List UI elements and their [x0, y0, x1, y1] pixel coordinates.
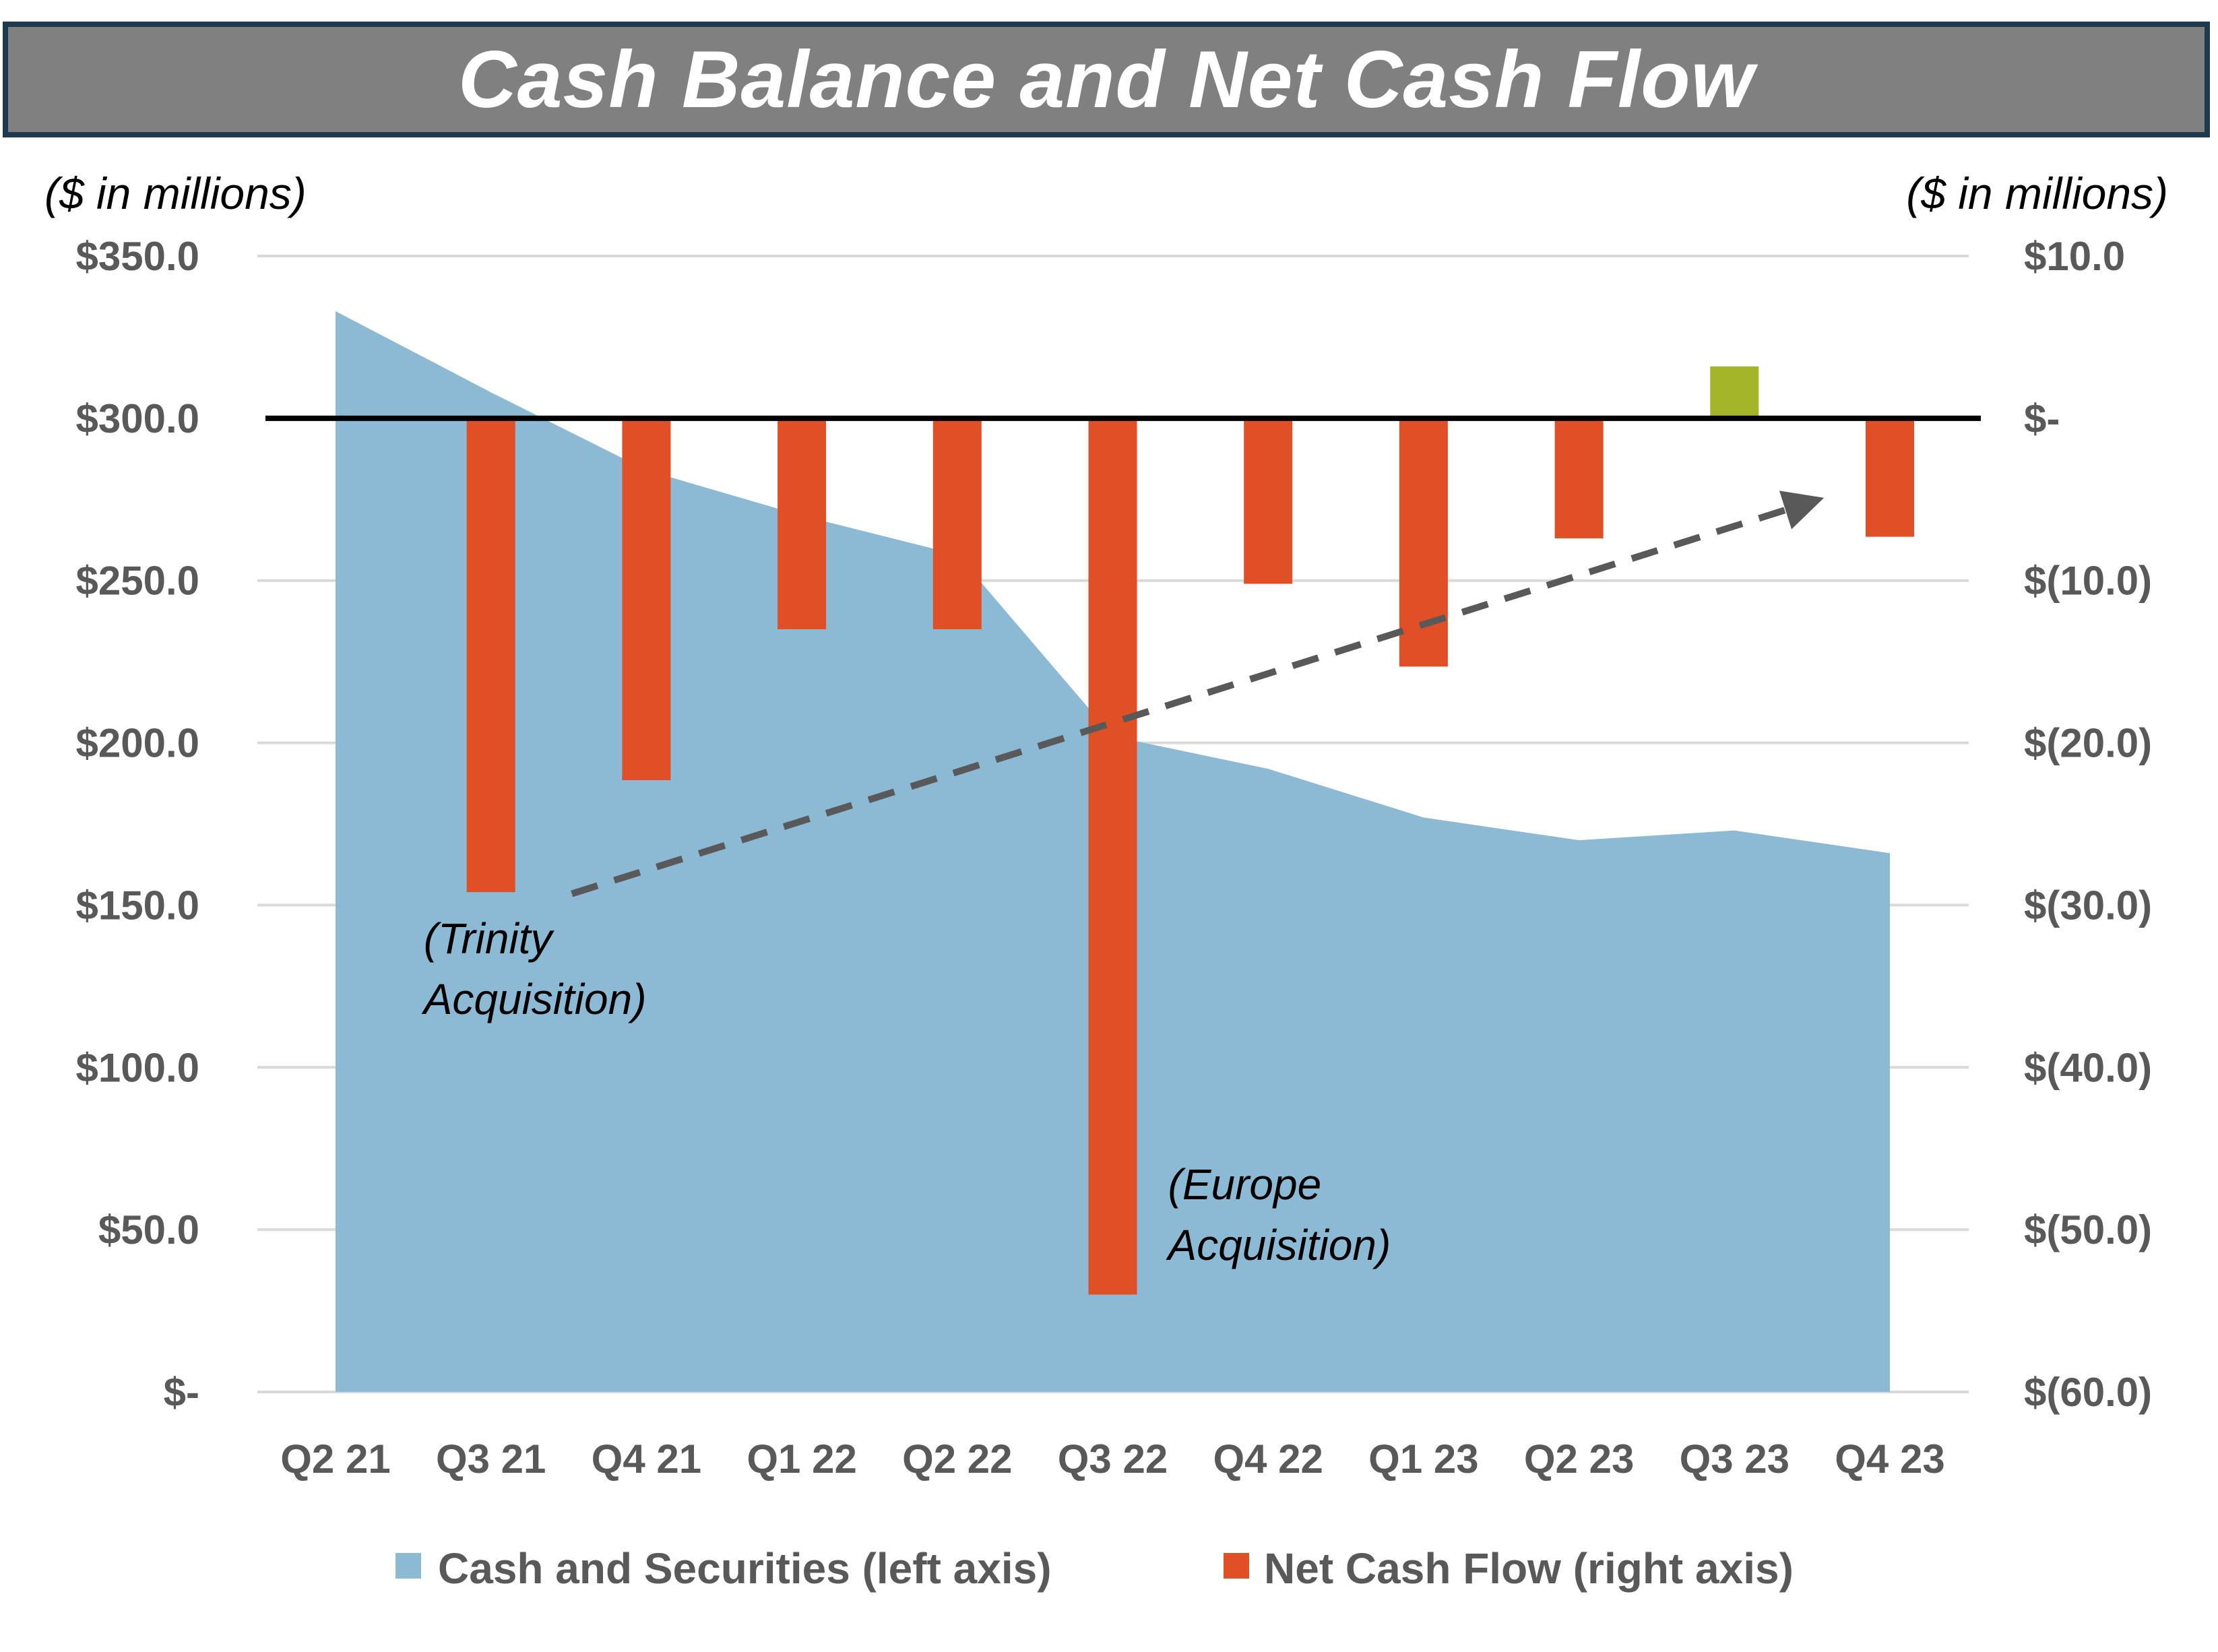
- x-axis-tick-label: Q4 23: [1835, 1436, 1944, 1482]
- right-axis-unit-label: ($ in millions): [1906, 168, 2168, 218]
- right-axis-tick-label: $(60.0): [2024, 1370, 2152, 1415]
- x-axis-tick-label: Q3 21: [436, 1436, 546, 1482]
- x-axis-tick-label: Q1 22: [747, 1436, 856, 1482]
- right-axis-tick-label: $-: [2024, 396, 2060, 441]
- annotation-text: (Trinity: [424, 914, 555, 963]
- x-axis: Q2 21 Q3 21 Q4 21 Q1 22 Q2 22 Q3 22 Q4 22 Q1 23…: [280, 1436, 1944, 1482]
- x-axis-tick-label: Q4 22: [1213, 1436, 1323, 1482]
- trend-arrow: [571, 490, 1825, 897]
- net-cash-flow-bar: [1554, 418, 1604, 539]
- x-axis-tick-label: Q3 22: [1058, 1436, 1168, 1482]
- net-cash-flow-bar: [932, 418, 982, 629]
- x-axis-tick-label: Q3 23: [1680, 1436, 1789, 1482]
- x-axis-tick-label: Q2 22: [902, 1436, 1012, 1482]
- left-axis-tick-label: $250.0: [75, 559, 199, 604]
- trend-arrow-group: [571, 490, 1825, 897]
- legend-label-bar: Net Cash Flow (right axis): [1264, 1544, 1794, 1593]
- legend-swatch-area: [395, 1553, 421, 1579]
- left-axis-tick-label: $50.0: [98, 1207, 199, 1252]
- net-cash-flow-bar: [1088, 418, 1137, 1295]
- right-axis: ($ in millions) $(60.0) $(50.0) $(40.0) $(3…: [1906, 168, 2168, 1415]
- left-axis: ($ in millions) $- $50.0 $100.0 $150.0 $200.…: [44, 168, 307, 1415]
- right-axis-tick-label: $(30.0): [2024, 883, 2152, 928]
- annotation-text: Acquisition): [1166, 1221, 1391, 1269]
- net-cash-flow-bar: [1710, 366, 1759, 418]
- right-axis-tick-label: $(40.0): [2024, 1045, 2152, 1090]
- net-cash-flow-bar: [1399, 418, 1448, 667]
- right-axis-tick-label: $(50.0): [2024, 1207, 2152, 1252]
- chart-title: Cash Balance and Net Cash Flow: [458, 34, 1754, 125]
- left-axis-tick-label: $350.0: [75, 234, 199, 279]
- left-axis-tick-label: $150.0: [75, 883, 199, 928]
- x-axis-tick-label: Q2 21: [280, 1436, 390, 1482]
- right-axis-tick-label: $(20.0): [2024, 721, 2152, 766]
- left-axis-tick-label: $300.0: [75, 396, 199, 441]
- left-axis-tick-label: $200.0: [75, 721, 199, 766]
- net-cash-flow-series: [466, 366, 1914, 1295]
- x-axis-tick-label: Q1 23: [1368, 1436, 1478, 1482]
- x-axis-tick-label: Q4 21: [592, 1436, 701, 1482]
- net-cash-flow-bar: [778, 418, 827, 629]
- right-axis-tick-label: $(10.0): [2024, 559, 2152, 604]
- legend-label-area: Cash and Securities (left axis): [438, 1544, 1052, 1593]
- right-axis-tick-label: $10.0: [2024, 234, 2125, 279]
- legend-swatch-bar: [1224, 1553, 1249, 1579]
- net-cash-flow-bar: [1866, 418, 1914, 537]
- net-cash-flow-bar: [1244, 418, 1293, 584]
- legend: Cash and Securities (left axis) Net Cash…: [395, 1544, 1794, 1593]
- net-cash-flow-bar: [622, 418, 671, 780]
- net-cash-flow-bar: [466, 418, 515, 893]
- annotations: (Trinity Acquisition) (Europe Acquisition): [421, 914, 1391, 1269]
- annotation-text: Acquisition): [421, 975, 647, 1023]
- left-axis-tick-label: $100.0: [75, 1045, 199, 1090]
- left-axis-unit-label: ($ in millions): [44, 168, 307, 218]
- left-axis-tick-label: $-: [164, 1370, 199, 1415]
- chart-title-bar: Cash Balance and Net Cash Flow: [3, 22, 2210, 137]
- x-axis-tick-label: Q2 23: [1524, 1436, 1634, 1482]
- annotation-text: (Europe: [1168, 1160, 1322, 1209]
